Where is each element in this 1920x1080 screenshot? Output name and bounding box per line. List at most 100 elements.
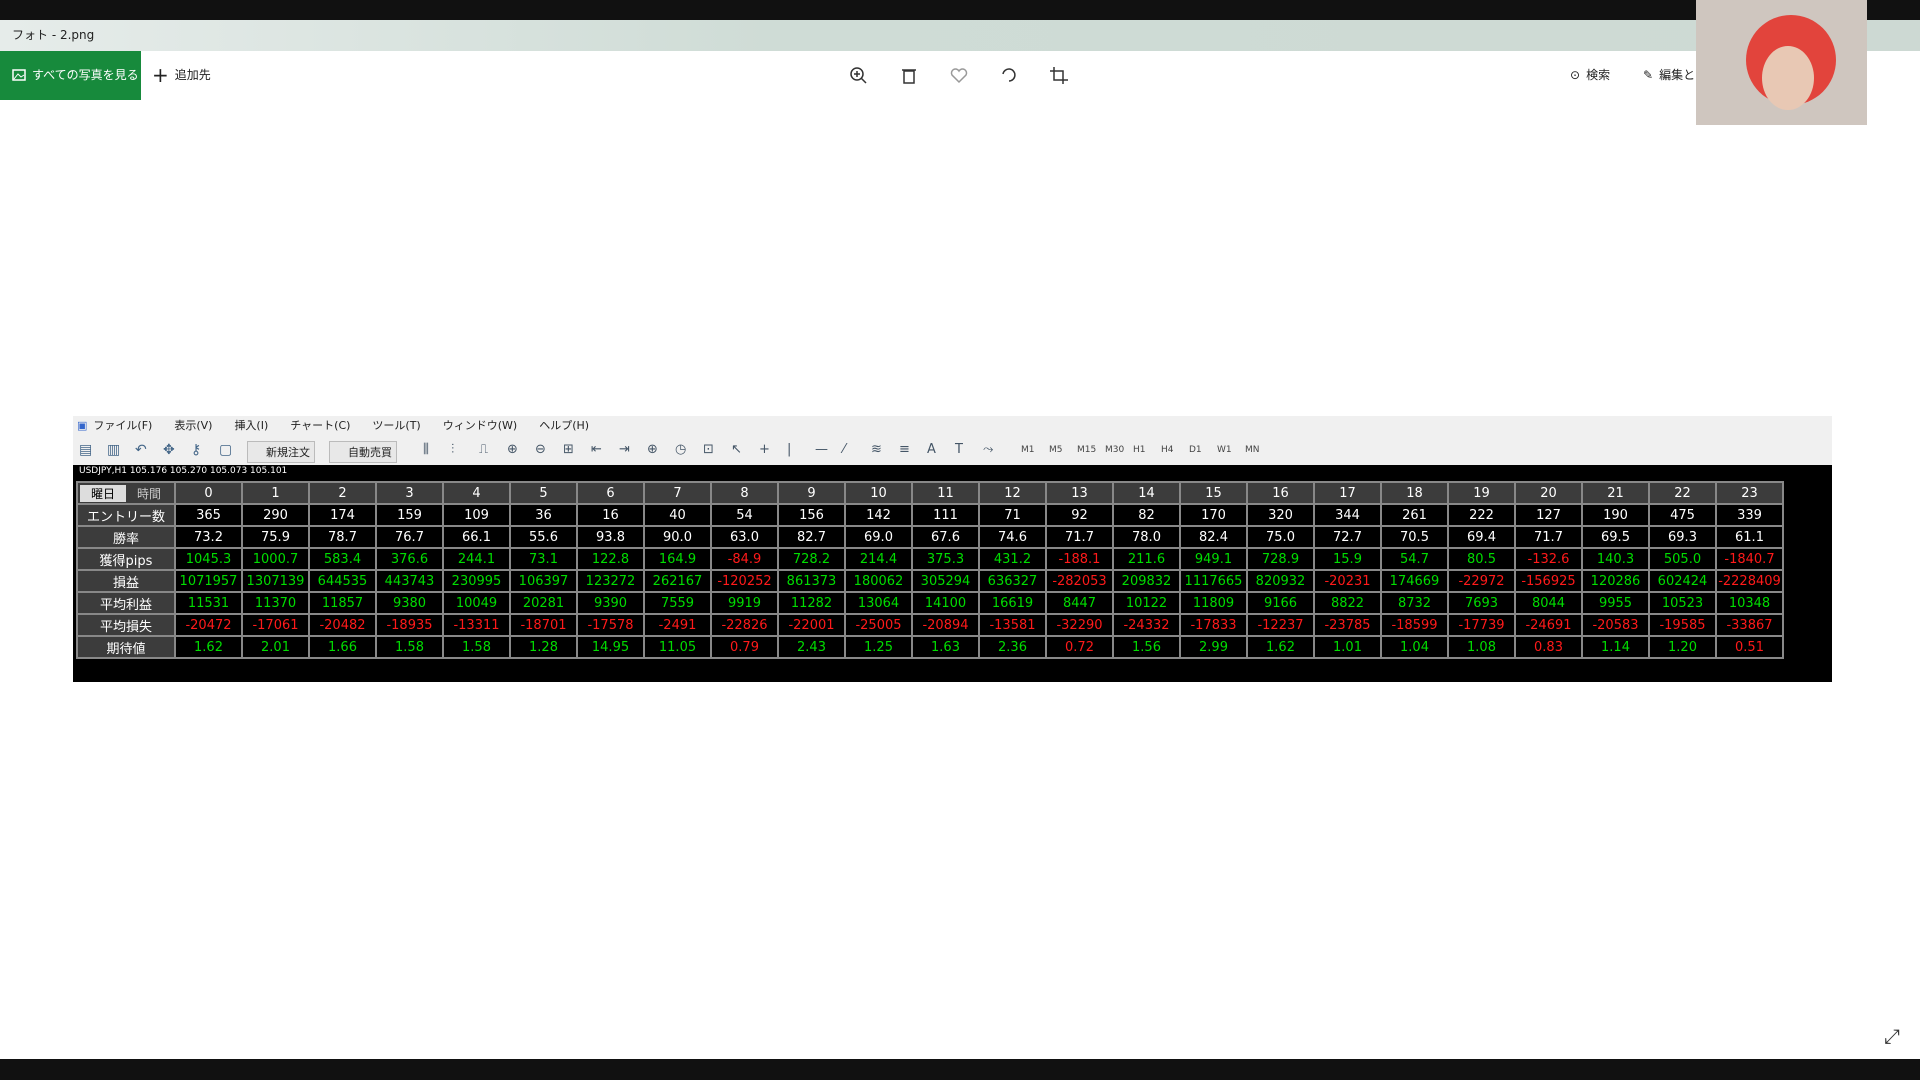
tool-icon[interactable]: ⊡ <box>703 442 714 457</box>
menu-item[interactable]: ツール(T) <box>372 419 421 432</box>
data-cell: 949.1 <box>1179 547 1248 571</box>
tool-icon[interactable]: ⚷ <box>191 442 202 458</box>
data-cell: 728.9 <box>1246 547 1315 571</box>
tool-icon[interactable]: ▥ <box>107 442 121 458</box>
tool-button[interactable]: 自動売買 <box>329 441 397 463</box>
timeframe-button[interactable]: MN <box>1245 445 1260 455</box>
menu-item[interactable]: ファイル(F) <box>93 419 153 432</box>
tool-icon[interactable]: — <box>815 442 828 457</box>
data-cell: 1117665 <box>1179 569 1248 593</box>
data-cell: 122.8 <box>576 547 645 571</box>
hour-header: 3 <box>375 481 444 505</box>
tool-icon[interactable]: T <box>955 442 963 457</box>
timeframe-button[interactable]: M30 <box>1105 445 1125 455</box>
data-cell: 375.3 <box>911 547 980 571</box>
data-cell: 120286 <box>1581 569 1650 593</box>
fullscreen-icon[interactable]: ⤢ <box>1884 1024 1900 1048</box>
menu-item[interactable]: ヘルプ(H) <box>539 419 590 432</box>
data-cell: 0.83 <box>1514 635 1583 659</box>
data-cell: 7693 <box>1447 591 1516 615</box>
data-cell: 82.7 <box>777 525 846 549</box>
tool-icon[interactable]: ≡ <box>899 442 910 457</box>
data-cell: -23785 <box>1313 613 1382 637</box>
hour-header: 18 <box>1380 481 1449 505</box>
data-row: 期待値 1.62 2.01 1.66 1.58 1.58 1.28 14.95 11.05 0.7… <box>76 635 1784 659</box>
data-cell: 73.2 <box>174 525 243 549</box>
data-cell: 644535 <box>308 569 377 593</box>
data-cell: -19585 <box>1648 613 1717 637</box>
tool-icon[interactable]: ✥ <box>163 442 175 458</box>
menu-item[interactable]: ウィンドウ(W) <box>442 419 518 432</box>
data-cell: 339 <box>1715 503 1784 527</box>
hour-header: 1 <box>241 481 310 505</box>
webcam-face <box>1762 46 1814 110</box>
timeframe-button[interactable]: H1 <box>1133 445 1146 455</box>
tool-icon[interactable]: ⫼ <box>423 442 429 457</box>
tool-icon[interactable]: ⊖ <box>535 442 546 457</box>
tool-icon[interactable]: ▤ <box>79 442 93 458</box>
hour-header: 19 <box>1447 481 1516 505</box>
data-cell: -1840.7 <box>1715 547 1784 571</box>
tool-icon[interactable]: ◷ <box>675 442 687 457</box>
tool-icon[interactable]: ↖ <box>731 442 742 457</box>
tool-icon[interactable]: ⊕ <box>507 442 518 457</box>
data-cell: 127 <box>1514 503 1583 527</box>
timeframe-button[interactable]: M1 <box>1021 445 1035 455</box>
delete-icon[interactable] <box>902 69 916 84</box>
timeframe-button[interactable]: D1 <box>1189 445 1202 455</box>
data-cell: 159 <box>375 503 444 527</box>
tool-icon[interactable]: ⇤ <box>591 442 602 457</box>
tool-icon[interactable]: A <box>927 442 936 457</box>
data-cell: -18935 <box>375 613 444 637</box>
tool-button[interactable]: 新規注文 <box>247 441 315 463</box>
row-label: 勝率 <box>76 525 176 549</box>
tool-icon[interactable]: ⁄ <box>843 442 846 457</box>
data-cell: 10348 <box>1715 591 1784 615</box>
data-cell: 54.7 <box>1380 547 1449 571</box>
tool-icon[interactable]: ⊞ <box>563 442 574 457</box>
timeframe-button[interactable]: M15 <box>1077 445 1097 455</box>
data-cell: 1.25 <box>844 635 913 659</box>
tool-icon[interactable]: ▢ <box>219 442 233 458</box>
crop-icon[interactable] <box>1050 67 1068 84</box>
data-cell: 109 <box>442 503 511 527</box>
add-to-button[interactable]: + 追加先 <box>152 51 211 100</box>
tool-icon[interactable]: ≋ <box>871 442 882 457</box>
menu-item[interactable]: チャート(C) <box>290 419 351 432</box>
data-cell: 1.62 <box>1246 635 1315 659</box>
tool-icon[interactable]: ↶ <box>135 442 147 458</box>
tool-icon[interactable]: ⤳ <box>983 442 994 457</box>
data-cell: 106397 <box>509 569 578 593</box>
tool-icon[interactable]: ⫶ <box>451 442 455 457</box>
data-cell: -2228409 <box>1715 569 1784 593</box>
row-label: 損益 <box>76 569 176 593</box>
data-cell: 90.0 <box>643 525 712 549</box>
favorite-icon[interactable] <box>950 68 968 84</box>
data-cell: 475 <box>1648 503 1717 527</box>
data-cell: 71.7 <box>1514 525 1583 549</box>
rotate-icon[interactable] <box>1002 68 1016 82</box>
menu-item[interactable]: 表示(V) <box>174 419 213 432</box>
corner-label: 曜日 <box>80 484 126 502</box>
data-cell: -17833 <box>1179 613 1248 637</box>
menu-item[interactable]: 挿入(I) <box>234 419 269 432</box>
data-cell: 78.7 <box>308 525 377 549</box>
tool-icon[interactable]: ⇥ <box>619 442 630 457</box>
data-cell: 443743 <box>375 569 444 593</box>
data-cell: 1.66 <box>308 635 377 659</box>
timeframe-button[interactable]: M5 <box>1049 445 1063 455</box>
timeframe-button[interactable]: W1 <box>1217 445 1232 455</box>
tool-icon[interactable]: | <box>787 442 792 457</box>
tool-icon[interactable]: ⎍ <box>479 442 489 457</box>
tool-icon[interactable]: ⊕ <box>647 442 658 457</box>
tool-icon[interactable]: + <box>759 442 770 457</box>
data-cell: 2.36 <box>978 635 1047 659</box>
data-cell: 211.6 <box>1112 547 1181 571</box>
view-all-button[interactable]: すべての写真を見る <box>0 51 141 100</box>
hour-header: 6 <box>576 481 645 505</box>
search-button[interactable]: ⊙ 検索 <box>1570 51 1610 100</box>
timeframe-button[interactable]: H4 <box>1161 445 1174 455</box>
data-cell: 69.0 <box>844 525 913 549</box>
zoom-icon[interactable] <box>850 67 867 84</box>
edit-button[interactable]: ✎ 編集と <box>1643 51 1695 100</box>
